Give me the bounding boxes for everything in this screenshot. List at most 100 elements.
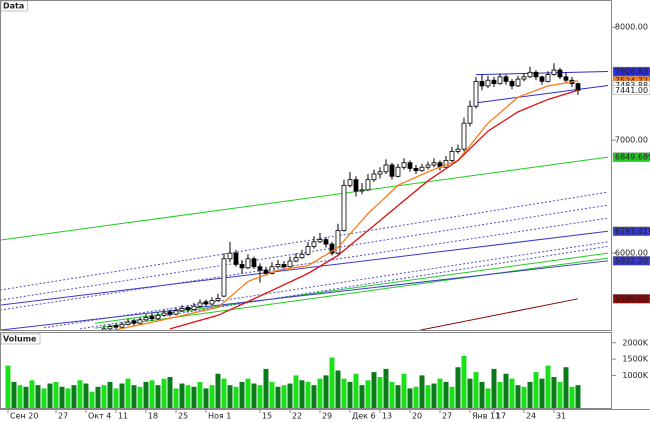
candle-body bbox=[203, 301, 209, 305]
y-tick-label: 1500K bbox=[622, 355, 648, 364]
candle-body bbox=[341, 184, 347, 231]
candle-body bbox=[485, 79, 491, 87]
volume-bar bbox=[521, 386, 527, 408]
candle-body bbox=[359, 189, 365, 192]
volume-bar bbox=[467, 378, 473, 408]
candle-body bbox=[563, 76, 569, 81]
volume-bar bbox=[185, 385, 191, 408]
candle-body bbox=[455, 148, 461, 152]
volume-bar bbox=[245, 378, 251, 408]
x-tick-label: 24 bbox=[526, 412, 536, 421]
price-tag-label: 6849.689 bbox=[615, 153, 650, 162]
candle-body bbox=[539, 76, 545, 82]
volume-bar bbox=[29, 380, 35, 408]
trend-line bbox=[1, 230, 609, 306]
candle-body bbox=[317, 239, 323, 243]
candle-body bbox=[461, 122, 467, 150]
x-tick-label: 29 bbox=[322, 412, 332, 421]
panel-label: Data bbox=[3, 2, 24, 11]
volume-bar bbox=[47, 383, 53, 408]
volume-bar bbox=[143, 381, 149, 408]
volume-bar bbox=[263, 368, 269, 408]
volume-bar bbox=[173, 388, 179, 408]
volume-bar bbox=[275, 386, 281, 408]
moving-average bbox=[111, 80, 579, 330]
volume-bar bbox=[431, 383, 437, 408]
x-tick-label: 27 bbox=[442, 412, 452, 421]
x-tick-label: Ноя 1 bbox=[208, 412, 231, 421]
volume-bar bbox=[533, 372, 539, 408]
candle-body bbox=[311, 241, 317, 247]
volume-bar bbox=[149, 380, 155, 408]
trend-line bbox=[1, 191, 609, 291]
volume-bar bbox=[251, 383, 257, 408]
candle-body bbox=[407, 162, 413, 169]
volume-bar bbox=[53, 381, 59, 408]
volume-bar bbox=[449, 386, 455, 408]
price-tag bbox=[612, 226, 650, 237]
volume-bar bbox=[209, 385, 215, 408]
volume-bar bbox=[83, 383, 89, 408]
candle-body bbox=[353, 179, 359, 192]
trend-line bbox=[475, 84, 609, 104]
candle-body bbox=[287, 260, 293, 268]
candle-body bbox=[299, 253, 305, 259]
trend-line bbox=[94, 252, 609, 324]
candle-body bbox=[479, 80, 485, 87]
volume-bar bbox=[107, 381, 113, 408]
volume-bar bbox=[65, 388, 71, 408]
volume-bar bbox=[269, 381, 275, 408]
volume-bar bbox=[563, 367, 569, 408]
panel-label: Volume bbox=[3, 335, 37, 344]
volume-bar bbox=[539, 378, 545, 408]
volume-bar bbox=[197, 381, 203, 408]
panel-label-box bbox=[0, 333, 41, 345]
candle-body bbox=[533, 71, 539, 78]
moving-average bbox=[169, 89, 579, 330]
y-tick-label: 1000K bbox=[622, 371, 648, 380]
candle-body bbox=[239, 264, 245, 269]
volume-bar bbox=[419, 375, 425, 408]
candle-body bbox=[491, 79, 497, 85]
candle-body bbox=[389, 164, 395, 177]
y-tick-label: 2000K bbox=[622, 338, 648, 347]
volume-bar bbox=[371, 372, 377, 408]
volume-bar bbox=[299, 380, 305, 408]
volume-bar bbox=[239, 381, 245, 408]
volume-bar bbox=[443, 381, 449, 408]
volume-bar bbox=[233, 386, 239, 408]
candle-body bbox=[155, 314, 161, 320]
volume-bar bbox=[131, 385, 137, 408]
volume-bar bbox=[77, 380, 83, 408]
volume-bar bbox=[341, 378, 347, 408]
volume-bar bbox=[137, 386, 143, 408]
price-tag bbox=[612, 66, 650, 77]
plot-area bbox=[5, 355, 581, 408]
trend-line bbox=[1, 217, 609, 311]
x-tick-label: Окт 4 bbox=[88, 412, 111, 421]
candle-body bbox=[107, 326, 113, 330]
price-tag-label: 5596.03 bbox=[615, 294, 648, 303]
candle-body bbox=[323, 239, 329, 245]
volume-bar bbox=[281, 385, 287, 408]
candle-body bbox=[263, 269, 269, 274]
volume-bar bbox=[161, 378, 167, 408]
volume-bar bbox=[179, 383, 185, 408]
volume-bar bbox=[497, 381, 503, 408]
volume-bar bbox=[425, 385, 431, 408]
volume-bar bbox=[257, 385, 263, 408]
volume-bar bbox=[347, 381, 353, 408]
trend-line bbox=[1, 204, 609, 301]
x-tick-label: 17 bbox=[496, 412, 506, 421]
volume-bar bbox=[215, 373, 221, 408]
candle-body bbox=[221, 258, 227, 297]
volume-bar bbox=[71, 385, 77, 408]
volume-bar bbox=[575, 385, 581, 408]
price-tag-label: 5932.2072 bbox=[615, 256, 650, 265]
x-tick-label: 27 bbox=[58, 412, 68, 421]
candle-body bbox=[257, 266, 263, 271]
volume-bar bbox=[509, 378, 515, 408]
price-tag bbox=[612, 152, 650, 162]
volume-bar bbox=[569, 386, 575, 408]
volume-bar bbox=[473, 372, 479, 408]
